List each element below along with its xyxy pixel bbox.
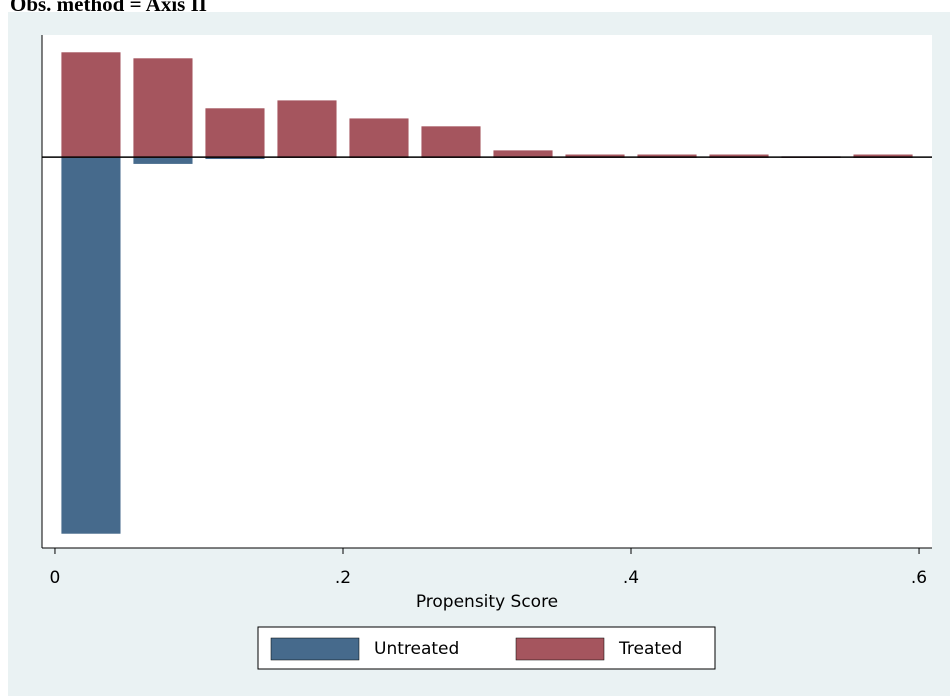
x-tick-label: .2 xyxy=(335,568,351,588)
legend-swatch xyxy=(270,637,360,661)
legend-label: Treated xyxy=(618,639,682,659)
bar xyxy=(421,126,481,158)
x-tick-label: .6 xyxy=(911,568,927,588)
bar xyxy=(133,58,193,158)
bar xyxy=(133,156,193,164)
bar xyxy=(493,150,553,158)
legend-swatch xyxy=(515,637,605,661)
bar xyxy=(61,156,121,534)
bar xyxy=(61,52,121,158)
chart-title: Obs. method = Axis II xyxy=(10,0,207,16)
bar xyxy=(277,100,337,158)
bar xyxy=(349,118,409,158)
bar xyxy=(205,108,265,158)
legend-label: Untreated xyxy=(374,639,459,659)
x-tick-label: .4 xyxy=(623,568,639,588)
x-axis-label: Propensity Score xyxy=(416,592,558,612)
x-tick-label: 0 xyxy=(50,568,61,588)
